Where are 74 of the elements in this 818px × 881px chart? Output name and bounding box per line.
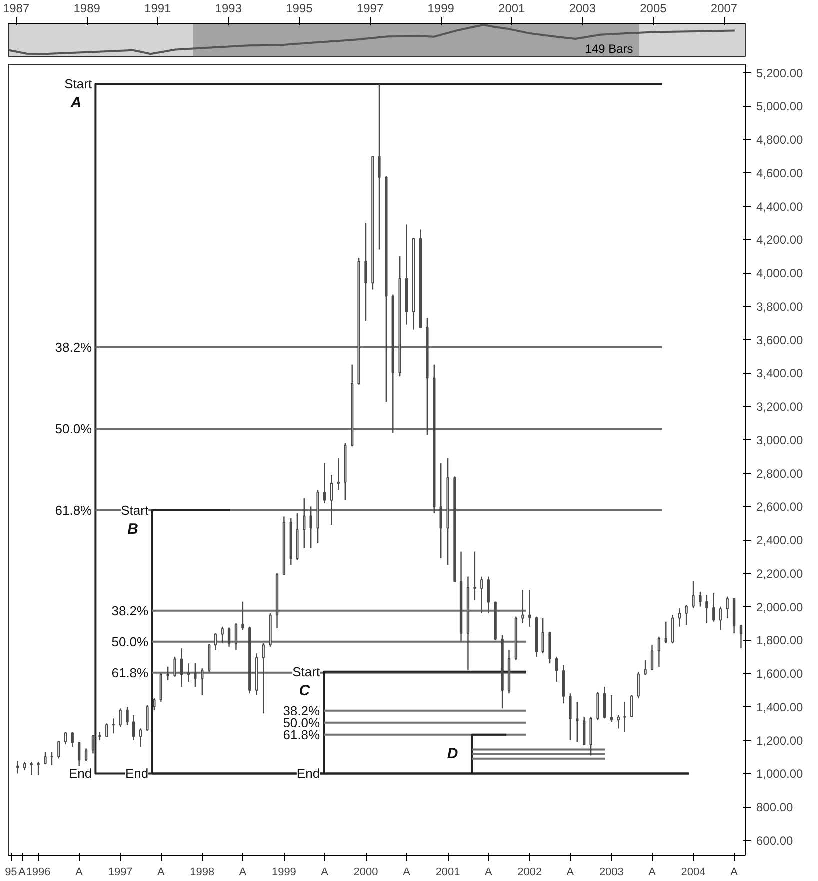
y-tick-label: 2,600.00 (756, 500, 804, 514)
annotation: A (70, 94, 82, 112)
annotation: 61.8% (55, 502, 93, 518)
y-tick-label: 3,800.00 (756, 300, 804, 314)
x-tick-label: A (648, 866, 657, 878)
x-tick-label: 1998 (190, 866, 215, 878)
x-tick-label: 1996 (26, 866, 51, 878)
x-tick-label: 2001 (498, 2, 526, 16)
annotation: Start (121, 502, 149, 518)
x-tick-label: 2003 (569, 2, 596, 16)
y-tick-label: 1,600.00 (756, 667, 804, 682)
y-tick-label: 5,000.00 (756, 100, 804, 114)
x-tick-label: 1991 (144, 2, 172, 16)
x-tick-label: A (403, 866, 412, 878)
y-tick-label: 4,400.00 (756, 200, 804, 214)
y-tick-label: 1,000.00 (756, 767, 804, 782)
x-tick-label: A (484, 866, 493, 878)
y-tick-label: 4,800.00 (756, 133, 804, 148)
annotation: 149 Bars (585, 42, 634, 56)
annotation: B (128, 520, 139, 538)
x-tick-label: 2001 (436, 866, 460, 878)
y-tick-label: 3,000.00 (756, 433, 804, 448)
y-tick-label: 3,400.00 (756, 366, 804, 381)
x-tick-label: 2003 (599, 866, 624, 878)
annotation: 38.2% (55, 340, 93, 356)
annotation: End (296, 766, 320, 782)
annotation: 50.0% (55, 421, 93, 436)
x-tick-label: 1997 (356, 2, 384, 16)
y-tick-label: 3,200.00 (756, 400, 804, 414)
x-tick-label: A (18, 866, 27, 878)
annotation: Start (292, 664, 320, 680)
x-tick-label: 1987 (2, 2, 30, 16)
y-tick-label: 2,000.00 (756, 600, 804, 614)
annotation: End (68, 766, 92, 782)
annotation: 50.0% (112, 634, 150, 650)
x-tick-label: A (566, 866, 575, 878)
x-tick-label: 2000 (354, 866, 378, 878)
x-tick-label: 1995 (286, 2, 314, 16)
annotation: Start (64, 76, 92, 92)
y-tick-label: 2,800.00 (756, 466, 804, 481)
x-tick-label: A (239, 866, 248, 878)
annotation: 50.0% (283, 715, 321, 730)
x-tick-label: 1999 (428, 2, 455, 16)
y-tick-label: 600.00 (756, 834, 794, 848)
y-tick-label: 5,200.00 (756, 66, 804, 80)
y-tick-label: 1,200.00 (756, 734, 804, 748)
y-tick-label: 1,800.00 (756, 634, 804, 648)
y-tick-label: 4,600.00 (756, 166, 804, 180)
x-tick-label: 2007 (710, 2, 738, 16)
x-tick-label: A (321, 866, 330, 878)
annotation: 38.2% (112, 603, 150, 618)
x-tick-label: 2005 (640, 2, 668, 16)
y-tick-label: 4,000.00 (756, 266, 804, 281)
x-tick-label: 1997 (108, 866, 133, 878)
y-tick-label: 1,400.00 (756, 700, 804, 714)
annotation: C (299, 682, 312, 700)
x-tick-label: 95 (5, 866, 18, 878)
x-tick-label: 2002 (518, 866, 542, 878)
y-tick-label: 3,600.00 (756, 333, 804, 348)
y-tick-label: 2,200.00 (756, 566, 804, 581)
annotation: End (125, 766, 149, 782)
y-tick-label: 4,200.00 (756, 233, 804, 248)
annotation: 61.8% (283, 727, 321, 742)
x-tick-label: A (157, 866, 166, 878)
annotation: D (447, 745, 458, 762)
x-tick-label: A (730, 866, 739, 878)
x-tick-label: A (76, 866, 84, 878)
x-tick-label: 2004 (681, 866, 706, 878)
x-tick-label: 1999 (272, 866, 296, 878)
x-tick-label: 1989 (74, 2, 101, 16)
y-tick-label: 2,400.00 (756, 534, 804, 548)
x-tick-label: 1993 (215, 2, 242, 16)
y-tick-label: 800.00 (756, 800, 794, 815)
annotation: 61.8% (112, 665, 150, 680)
